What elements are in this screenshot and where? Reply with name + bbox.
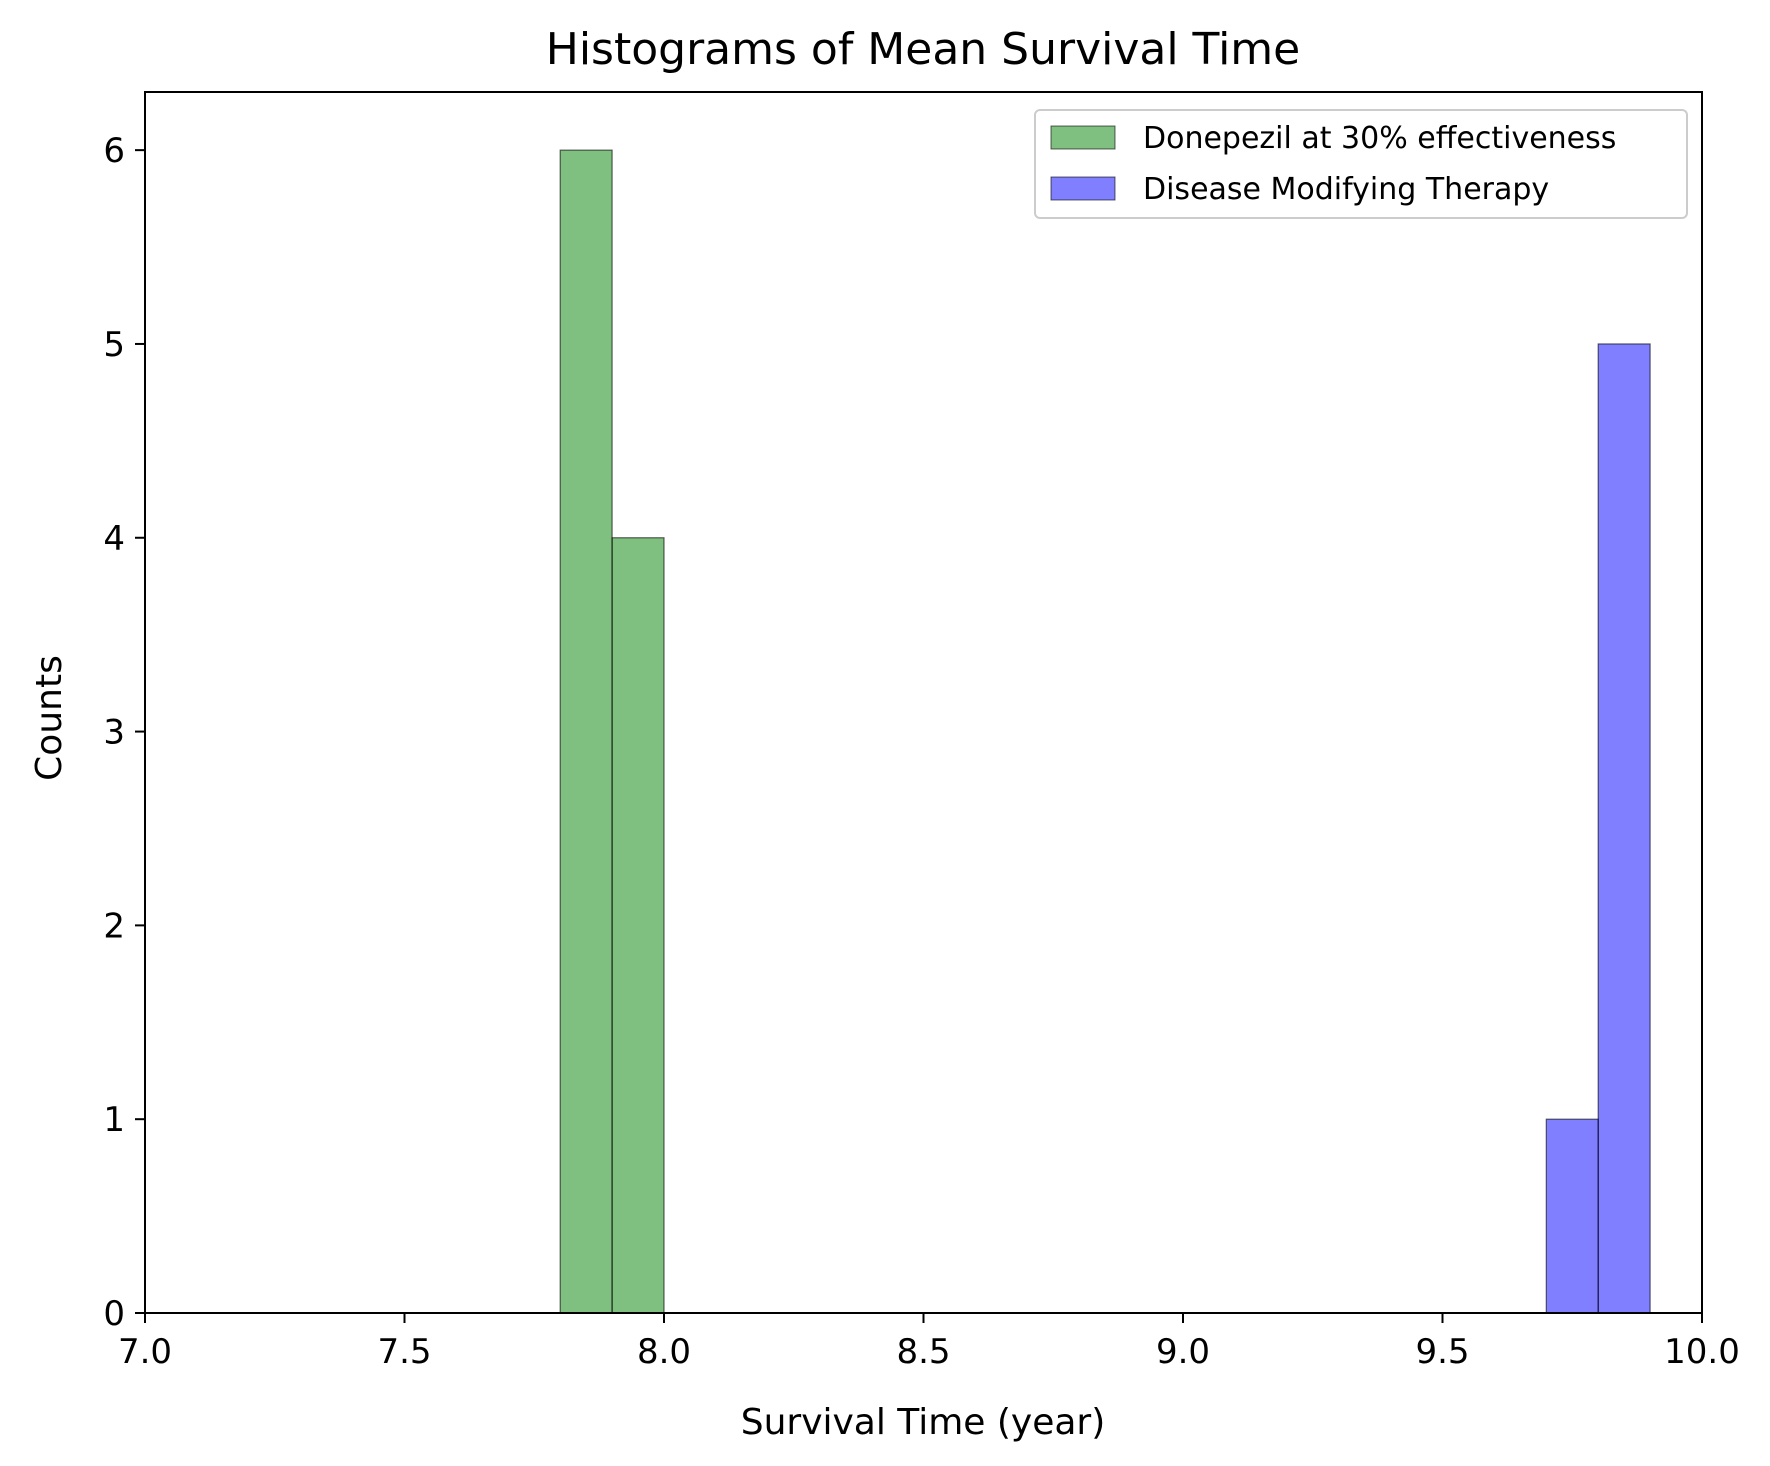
x-tick-label: 10.0: [1664, 1332, 1740, 1372]
legend-swatch-donepezil: [1050, 125, 1116, 150]
chart-title: Histograms of Mean Survival Time: [546, 24, 1301, 75]
y-tick-label: 4: [103, 519, 125, 559]
x-tick-label: 8.5: [896, 1332, 950, 1372]
y-tick-label: 3: [103, 713, 125, 753]
x-axis-ticks: 7.0 7.5 8.0 8.5 9.0 9.5 10.0: [118, 1313, 1740, 1372]
y-tick-label: 5: [103, 325, 125, 365]
x-tick-label: 8.0: [637, 1332, 691, 1372]
bar-series-1-bin-0: [1545, 1118, 1599, 1314]
x-axis-label: Survival Time (year): [741, 1402, 1106, 1443]
bar-series-0-bin-1: [611, 537, 665, 1314]
legend-frame: [1034, 109, 1688, 219]
legend-swatch-disease-modifying-therapy: [1050, 176, 1116, 201]
y-tick-label: 2: [103, 906, 125, 946]
y-axis-label: Counts: [29, 655, 70, 781]
y-axis-ticks: 0 1 2 3 4 5 6: [103, 131, 145, 1334]
x-tick-label: 7.5: [377, 1332, 431, 1372]
y-tick-label: 0: [103, 1294, 125, 1334]
x-tick-label: 9.5: [1415, 1332, 1469, 1372]
y-tick-label: 1: [103, 1100, 125, 1140]
x-tick-label: 7.0: [118, 1332, 172, 1372]
bars-layer: [559, 149, 1651, 1314]
x-tick-label: 9.0: [1156, 1332, 1210, 1372]
bar-series-0-bin-0: [559, 149, 613, 1314]
bar-series-1-bin-1: [1597, 343, 1651, 1314]
legend-label-disease-modifying-therapy: Disease Modifying Therapy: [1143, 172, 1549, 207]
legend: Donepezil at 30% effectiveness Disease M…: [1034, 109, 1688, 219]
legend-label-donepezil: Donepezil at 30% effectiveness: [1143, 121, 1616, 156]
y-tick-label: 6: [103, 131, 125, 171]
